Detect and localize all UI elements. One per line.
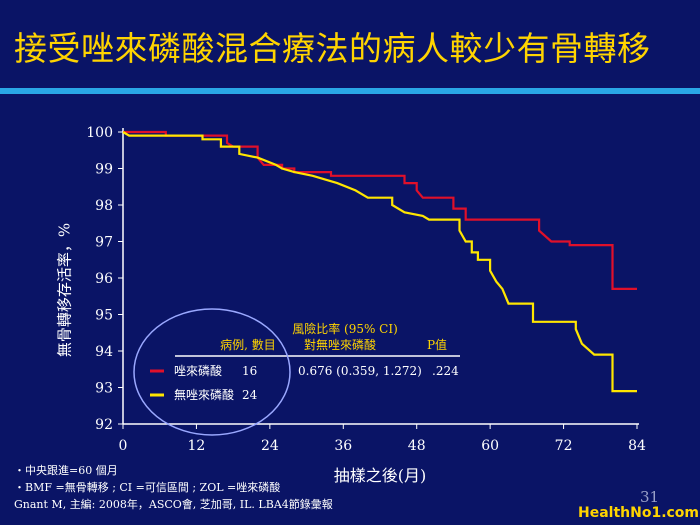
y-tick-label: 95 xyxy=(95,308,113,324)
title-divider xyxy=(0,88,700,94)
hr-table-col-events: 病例, 數目 xyxy=(220,337,276,352)
series-line-zol xyxy=(123,130,637,290)
hr-table-header: 風險比率 (95% CI) xyxy=(292,321,398,336)
footnote-2: ・BMF =無骨轉移 ; CI =可信區間 ; ZOL =唑來磷酸 xyxy=(14,481,281,494)
x-tick-label: 12 xyxy=(188,438,206,454)
x-tick-label: 72 xyxy=(555,438,573,454)
slide-title: 接受唑來磷酸混合療法的病人較少有骨轉移 xyxy=(14,29,651,68)
y-axis-label: 無骨轉移存活率，% xyxy=(55,222,74,358)
site-watermark: HealthNo1.com xyxy=(578,505,700,521)
footnote-3: Gnant M, 主編: 2008年，ASCO會, 芝加哥, IL. LBA4節… xyxy=(14,498,333,511)
footnote-1: ・中央跟進=60 個月 xyxy=(14,464,118,477)
x-tick-label: 0 xyxy=(119,438,128,454)
series-line-no-zol xyxy=(122,131,637,393)
y-tick-label: 94 xyxy=(95,344,113,360)
events-value: 16 xyxy=(242,364,257,378)
hr-table-col-hr: 對無唑來磷酸 xyxy=(304,337,376,352)
footnotes: ・中央跟進=60 個月 ・BMF =無骨轉移 ; CI =可信區間 ; ZOL … xyxy=(14,462,333,513)
legend-label: 唑來磷酸 xyxy=(174,363,222,378)
x-axis-label: 抽樣之後(月) xyxy=(333,466,427,485)
x-tick-label: 60 xyxy=(481,438,499,454)
y-tick-label: 98 xyxy=(95,198,113,214)
x-tick-label: 24 xyxy=(261,438,279,454)
x-tick-label: 48 xyxy=(408,438,426,454)
y-tick-label: 92 xyxy=(95,417,113,433)
highlight-ellipse xyxy=(133,308,291,436)
events-value: 24 xyxy=(242,388,258,402)
hr-value: 0.676 (0.359, 1.272) xyxy=(298,364,422,378)
x-tick-label: 36 xyxy=(334,438,352,454)
x-tick-label: 84 xyxy=(628,438,646,454)
y-tick-label: 97 xyxy=(95,235,113,251)
legend-label: 無唑來磷酸 xyxy=(174,387,234,402)
y-tick-label: 96 xyxy=(95,271,113,287)
p-value: .224 xyxy=(432,364,459,378)
y-tick-label: 100 xyxy=(86,125,113,141)
series-layer xyxy=(122,130,637,393)
y-tick-label: 93 xyxy=(95,381,113,397)
y-tick-label: 99 xyxy=(95,162,113,178)
hr-table-col-p: P值 xyxy=(427,337,447,352)
axis-layer: 92 93 94 95 96 97 98 99 100 0 12 24 36 48 60 72 84 xyxy=(86,125,646,454)
page-number: 31 xyxy=(640,488,660,506)
